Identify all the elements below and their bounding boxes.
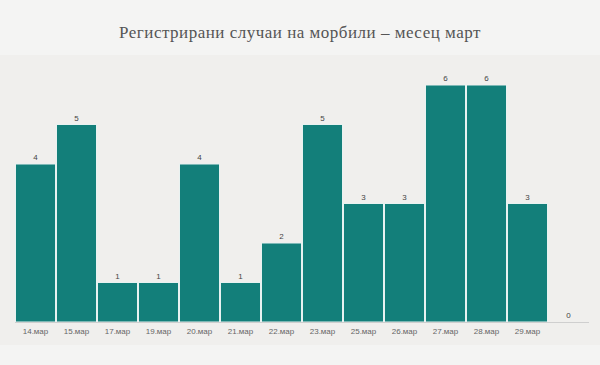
chart-container: Регистрирани случаи на морбили – месец м…	[0, 0, 600, 365]
data-label: 5	[320, 114, 325, 123]
bar	[303, 125, 343, 323]
bar	[139, 283, 179, 323]
x-tick-label: 27.мар	[433, 327, 459, 336]
data-label: 5	[74, 114, 79, 123]
data-label: 1	[115, 272, 120, 281]
data-label: 6	[443, 74, 448, 83]
x-tick-label: 21.мар	[228, 327, 254, 336]
x-tick-label: 20.мар	[187, 327, 213, 336]
bar	[180, 164, 220, 322]
x-tick-label: 19.мар	[146, 327, 172, 336]
x-tick-label: 25.мар	[351, 327, 377, 336]
x-tick-label: 23.мар	[310, 327, 336, 336]
bar	[508, 204, 548, 323]
data-label: 4	[33, 153, 38, 162]
x-axis-line	[15, 322, 589, 323]
chart-svg: Регистрирани случаи на морбили – месец м…	[0, 0, 600, 365]
background-band	[0, 55, 600, 345]
x-tick-label: 17.мар	[105, 327, 131, 336]
bar	[426, 85, 466, 322]
data-label: 1	[238, 272, 243, 281]
data-label: 1	[156, 272, 161, 281]
bar	[16, 164, 56, 322]
bar	[57, 125, 97, 323]
bar	[385, 204, 425, 323]
data-label: 3	[361, 193, 366, 202]
data-label: 6	[484, 74, 489, 83]
chart-title: Регистрирани случаи на морбили – месец м…	[119, 23, 481, 42]
data-label: 2	[279, 232, 284, 241]
bar	[262, 243, 302, 322]
x-tick-label: 29.мар	[515, 327, 541, 336]
bar	[467, 85, 507, 322]
bars	[16, 85, 548, 322]
data-label: 0	[566, 311, 571, 320]
bar	[98, 283, 138, 323]
x-tick-label: 22.мар	[269, 327, 295, 336]
data-label: 4	[197, 153, 202, 162]
bar	[549, 322, 589, 323]
bar	[344, 204, 384, 323]
x-tick-label: 28.мар	[474, 327, 500, 336]
x-tick-label: 15.мар	[64, 327, 90, 336]
data-label: 3	[402, 193, 407, 202]
x-tick-label: 26.мар	[392, 327, 418, 336]
x-tick-label: 14.мар	[23, 327, 49, 336]
background	[0, 0, 600, 365]
data-label: 3	[525, 193, 530, 202]
bar	[221, 283, 261, 323]
